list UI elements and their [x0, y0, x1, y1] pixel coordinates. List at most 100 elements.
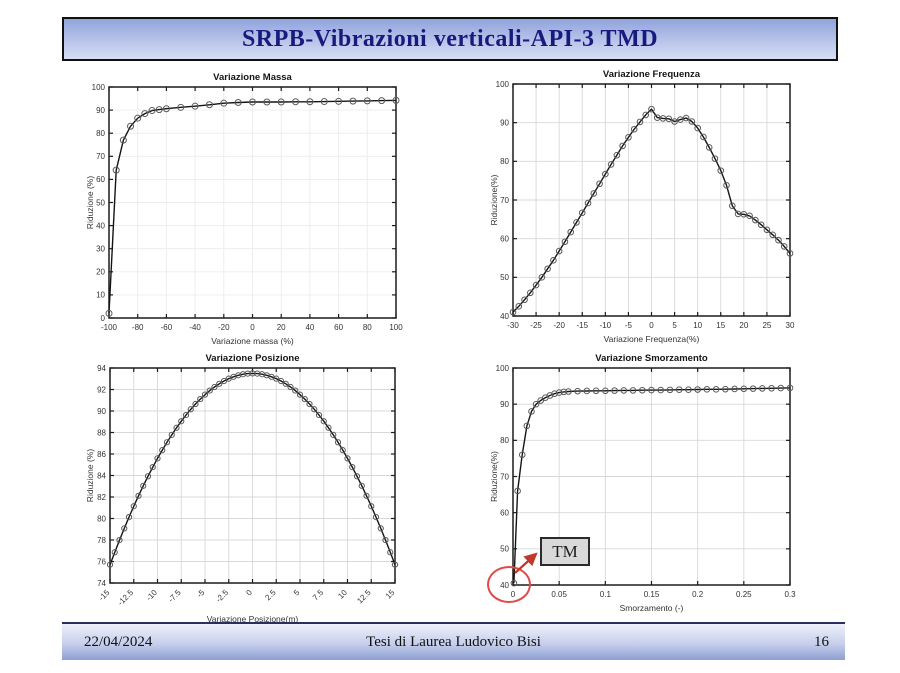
svg-text:100: 100 — [92, 83, 106, 92]
svg-text:-25: -25 — [530, 321, 542, 330]
slide-title-box: SRPB-Vibrazioni verticali-API-3 TMD — [62, 17, 838, 61]
svg-text:5: 5 — [292, 588, 302, 598]
svg-text:70: 70 — [96, 152, 105, 161]
slide-title: SRPB-Vibrazioni verticali-API-3 TMD — [241, 25, 659, 52]
svg-text:Variazione Smorzamento: Variazione Smorzamento — [595, 353, 708, 364]
svg-text:20: 20 — [96, 268, 105, 277]
svg-text:-15: -15 — [97, 588, 112, 603]
svg-text:0.05: 0.05 — [551, 590, 567, 599]
svg-text:Variazione Posizione(m): Variazione Posizione(m) — [207, 614, 299, 624]
svg-text:80: 80 — [96, 129, 105, 138]
svg-text:0: 0 — [250, 323, 255, 332]
svg-text:5: 5 — [672, 321, 677, 330]
svg-text:10: 10 — [693, 321, 702, 330]
svg-text:-100: -100 — [101, 323, 118, 332]
svg-text:50: 50 — [96, 198, 105, 207]
svg-text:20: 20 — [277, 323, 286, 332]
svg-text:Variazione Frequenza(%): Variazione Frequenza(%) — [604, 334, 700, 344]
svg-text:74: 74 — [97, 579, 106, 588]
svg-text:60: 60 — [96, 175, 105, 184]
svg-text:82: 82 — [97, 493, 106, 502]
svg-text:40: 40 — [96, 221, 105, 230]
svg-text:0.25: 0.25 — [736, 590, 752, 599]
svg-text:-80: -80 — [132, 323, 144, 332]
footer-page-number: 16 — [814, 633, 829, 650]
svg-text:0.15: 0.15 — [644, 590, 660, 599]
svg-text:80: 80 — [363, 323, 372, 332]
svg-text:-5: -5 — [625, 321, 633, 330]
svg-text:0.2: 0.2 — [692, 590, 704, 599]
svg-text:80: 80 — [500, 436, 509, 445]
svg-text:Riduzione(%): Riduzione(%) — [489, 451, 499, 502]
chart-variazione-posizione: -15 -12.5 -10 -7.5 -5 -2.5 0 2.5 5 7.5 10 12.5 15 74 7… — [85, 353, 399, 624]
red-ellipse-annotation — [487, 566, 531, 603]
svg-text:15: 15 — [384, 588, 397, 601]
footer-thesis-title: Tesi di Laurea Ludovico Bisi — [366, 633, 541, 650]
footer-bar: 22/04/2024 Tesi di Laurea Ludovico Bisi … — [62, 622, 845, 660]
red-arrow-line — [514, 552, 538, 574]
svg-text:20: 20 — [739, 321, 748, 330]
svg-text:-20: -20 — [553, 321, 565, 330]
svg-text:Smorzamento (-): Smorzamento (-) — [620, 603, 684, 613]
svg-text:Variazione Frequenza: Variazione Frequenza — [603, 69, 701, 80]
svg-text:0: 0 — [244, 588, 254, 598]
svg-text:76: 76 — [97, 557, 106, 566]
svg-text:50: 50 — [500, 545, 509, 554]
svg-text:-40: -40 — [189, 323, 201, 332]
svg-text:10: 10 — [96, 291, 105, 300]
svg-text:-2.5: -2.5 — [214, 588, 231, 605]
svg-text:40: 40 — [500, 312, 509, 321]
tm-annotation-label: TM — [552, 541, 578, 561]
svg-text:10: 10 — [336, 588, 349, 601]
svg-text:70: 70 — [500, 196, 509, 205]
svg-text:30: 30 — [786, 321, 795, 330]
svg-text:100: 100 — [496, 80, 510, 89]
svg-text:86: 86 — [97, 450, 106, 459]
svg-text:Riduzione (%): Riduzione (%) — [85, 449, 95, 503]
svg-text:Variazione massa (%): Variazione massa (%) — [211, 336, 294, 346]
svg-text:88: 88 — [97, 428, 106, 437]
svg-text:0.1: 0.1 — [600, 590, 612, 599]
chart-variazione-frequenza: -30 -25 -20 -15 -10 -5 0 5 10 15 20 25 30 40 50 60 70 80 9… — [489, 69, 795, 344]
svg-text:90: 90 — [97, 407, 106, 416]
svg-text:90: 90 — [500, 400, 509, 409]
footer-date: 22/04/2024 — [84, 633, 153, 650]
svg-text:-5: -5 — [195, 588, 207, 600]
svg-text:-10: -10 — [144, 588, 159, 603]
svg-text:70: 70 — [500, 472, 509, 481]
svg-text:15: 15 — [716, 321, 725, 330]
svg-text:-60: -60 — [161, 323, 173, 332]
chart-variazione-massa: -100 -80 -60 -40 -20 0 20 40 60 80 100 0 10 20 30 40 50 6… — [85, 72, 403, 346]
svg-text:92: 92 — [97, 385, 106, 394]
chart-variazione-smorzamento: 0 0.05 0.1 0.15 0.2 0.25 0.3405060708090100Var… — [489, 353, 796, 613]
svg-text:30: 30 — [96, 245, 105, 254]
svg-text:40: 40 — [305, 323, 314, 332]
svg-text:100: 100 — [496, 364, 510, 373]
svg-text:0.3: 0.3 — [784, 590, 796, 599]
svg-text:7.5: 7.5 — [311, 588, 326, 603]
svg-text:Variazione Posizione: Variazione Posizione — [206, 353, 300, 364]
svg-text:60: 60 — [500, 234, 509, 243]
svg-text:60: 60 — [334, 323, 343, 332]
svg-text:Riduzione (%): Riduzione (%) — [85, 176, 95, 230]
svg-text:12.5: 12.5 — [355, 588, 373, 606]
svg-text:Variazione Massa: Variazione Massa — [213, 72, 292, 83]
svg-text:94: 94 — [97, 364, 106, 373]
svg-text:80: 80 — [500, 157, 509, 166]
svg-text:-20: -20 — [218, 323, 230, 332]
svg-text:100: 100 — [389, 323, 403, 332]
svg-text:50: 50 — [500, 273, 509, 282]
svg-text:-10: -10 — [600, 321, 612, 330]
svg-text:90: 90 — [96, 106, 105, 115]
svg-text:Riduzione(%): Riduzione(%) — [489, 174, 499, 225]
tm-annotation-box: TM — [540, 537, 590, 566]
svg-text:25: 25 — [762, 321, 771, 330]
red-arrow-annotation — [514, 552, 538, 574]
svg-text:84: 84 — [97, 471, 106, 480]
svg-text:-7.5: -7.5 — [167, 588, 184, 605]
svg-text:2.5: 2.5 — [263, 588, 278, 603]
svg-text:-12.5: -12.5 — [116, 588, 136, 608]
svg-text:-30: -30 — [507, 321, 519, 330]
svg-text:80: 80 — [97, 514, 106, 523]
